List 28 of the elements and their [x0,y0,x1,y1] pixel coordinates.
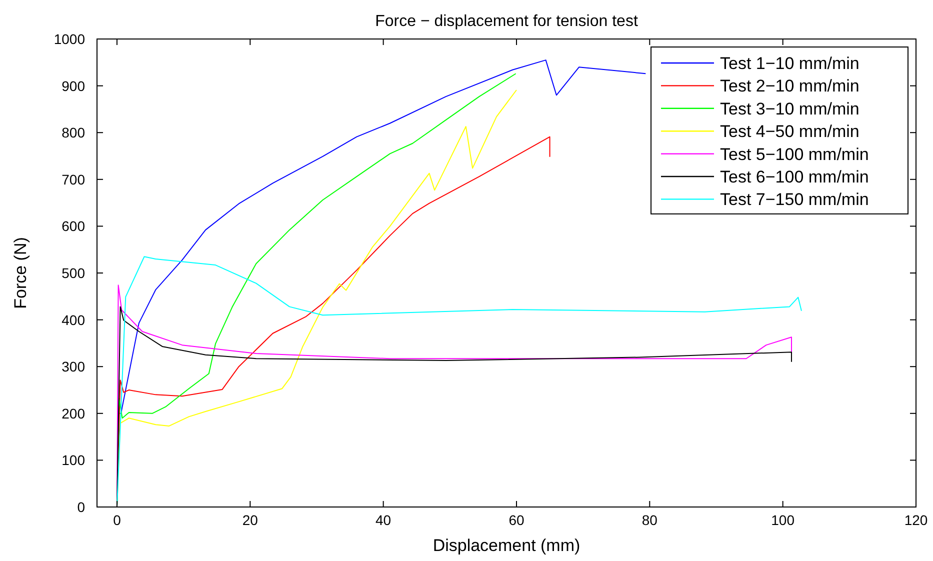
x-tick-label: 100 [771,512,795,528]
y-axis-title: Force (N) [11,237,30,309]
x-tick-label: 0 [113,512,122,528]
legend-label: Test 6−100 mm/min [720,168,869,186]
y-tick-label: 100 [62,452,86,468]
x-tick-label: 80 [642,512,658,528]
y-tick-label: 800 [62,124,86,141]
y-tick-label: 300 [62,358,86,375]
x-axis-title: Displacement (mm) [432,536,580,555]
legend-label: Test 1−10 mm/min [720,54,860,73]
legend-label: Test 7−150 mm/min [720,190,869,210]
x-tick-label: 20 [242,512,258,528]
legend-label: Test 2−10 mm/min [720,76,860,96]
y-tick-label: 500 [62,265,86,281]
chart-title: Force − displacement for tension test [375,13,638,30]
y-tick-label: 600 [62,218,86,234]
legend-label: Test 5−100 mm/min [720,144,869,164]
y-tick-label: 900 [62,78,86,94]
x-tick-label: 60 [508,512,524,528]
y-tick-label: 0 [77,499,86,515]
y-tick-label: 1000 [54,31,86,47]
y-tick-label: 400 [62,312,86,328]
y-tick-label: 200 [62,405,86,422]
y-tick-label: 700 [62,171,86,188]
x-tick-label: 120 [904,512,928,528]
legend-label: Test 3−10 mm/min [720,99,860,118]
x-tick-label: 40 [376,512,392,528]
legend-label: Test 4−50 mm/min [720,122,860,142]
